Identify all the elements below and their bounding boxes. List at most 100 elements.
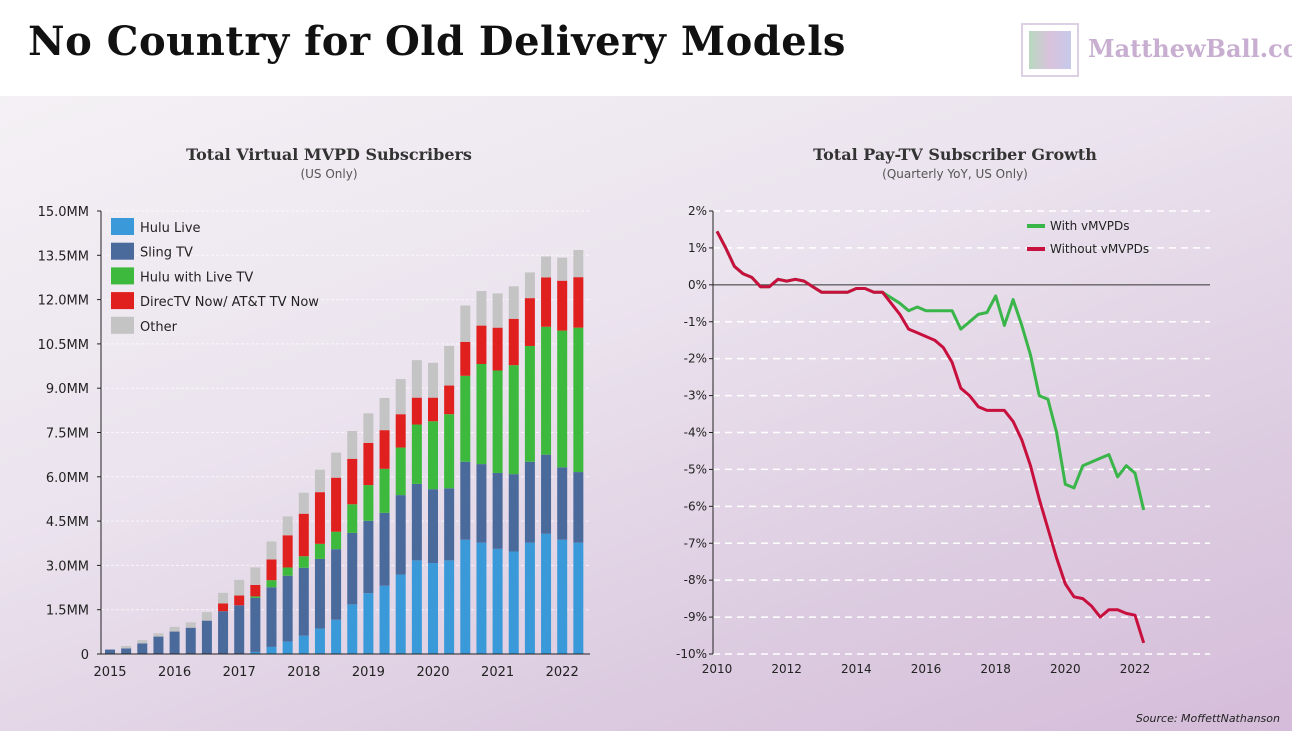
bar-segment: [541, 454, 552, 534]
bar-segment: [363, 520, 374, 594]
bar-segment: [218, 603, 229, 612]
bar-segment: [492, 327, 503, 371]
bar-segment: [379, 397, 390, 431]
bar-segment: [282, 535, 293, 568]
bar-segment: [105, 649, 115, 654]
y-tick-label: -9%: [684, 610, 707, 624]
bar-segment: [137, 643, 148, 654]
bar-segment: [218, 592, 229, 604]
legend-swatch: [111, 292, 134, 310]
bar-segment: [169, 626, 180, 632]
bar-segment: [298, 492, 309, 514]
y-tick-label: -10%: [676, 647, 707, 661]
x-tick-label: 2018: [980, 662, 1011, 676]
y-tick-label: 9.0MM: [46, 382, 89, 397]
x-tick-label: 2014: [841, 662, 872, 676]
legend-swatch: [111, 242, 134, 260]
legend-label: With vMVPDs: [1050, 219, 1129, 233]
bar-segment: [492, 370, 503, 473]
bar-segment: [476, 464, 487, 543]
bar-segment: [298, 567, 309, 636]
without-vmvpds-line: [715, 230, 1146, 644]
bar-segment: [379, 430, 390, 469]
bar-segment: [266, 541, 277, 560]
bar-segment: [169, 631, 180, 654]
legend-label: Without vMVPDs: [1050, 242, 1149, 256]
bar-segment: [250, 596, 261, 598]
y-tick-label: -7%: [684, 536, 707, 550]
bar-segment: [541, 256, 552, 278]
bar-segment: [314, 543, 325, 559]
bar-segment: [428, 563, 438, 654]
legend-swatch: [111, 316, 134, 334]
bar-segment: [541, 277, 552, 327]
bar-segment: [379, 512, 390, 586]
y-tick-label: 1%: [688, 241, 707, 255]
bar-segment: [541, 533, 552, 654]
bar-segment: [266, 559, 277, 581]
bar-segment: [444, 414, 455, 489]
x-tick-label: 2021: [481, 665, 514, 680]
x-tick-label: 2018: [287, 665, 320, 680]
logo-text: MatthewBall.co: [1088, 34, 1292, 63]
y-tick-label: -5%: [684, 462, 707, 476]
legend-label: Other: [140, 320, 178, 335]
bar-segment: [460, 375, 471, 462]
bar-segment: [524, 461, 535, 543]
bar-segment: [153, 633, 164, 637]
bar-segment: [573, 249, 584, 278]
bar-segment: [444, 560, 455, 654]
bar-segment: [557, 467, 568, 540]
bar-segment: [234, 579, 245, 596]
bar-segment: [250, 567, 261, 585]
bar-segment: [395, 574, 406, 654]
bar-segment: [250, 584, 261, 597]
legend-swatch: [111, 267, 134, 285]
bar-segment: [444, 488, 455, 561]
bar-segment: [395, 379, 406, 415]
bar-segment: [395, 495, 406, 575]
bar-segment: [476, 363, 487, 465]
bar-segment: [331, 531, 342, 550]
bar-segment: [411, 424, 422, 484]
bar-segment: [524, 542, 535, 654]
x-tick-label: 2016: [158, 665, 191, 680]
y-tick-label: -6%: [684, 499, 707, 513]
bar-segment: [266, 587, 277, 647]
bar-segment: [347, 504, 358, 533]
chart-subtitle: (US Only): [300, 167, 357, 181]
y-tick-label: 12.0MM: [38, 294, 89, 309]
bar-segment: [411, 483, 422, 561]
bar-segment: [121, 646, 132, 649]
bar-segment: [379, 585, 390, 654]
bar-segment: [363, 413, 374, 443]
bar-segment: [121, 648, 132, 654]
bar-segment: [185, 627, 196, 654]
x-tick-label: 2020: [1050, 662, 1081, 676]
bar-segment: [282, 575, 293, 642]
bar-segment: [460, 305, 471, 342]
logo-icon: [1021, 23, 1079, 77]
x-tick-label: 2010: [702, 662, 733, 676]
y-tick-label: -3%: [684, 389, 707, 403]
legend-label: DirecTV Now/ AT&T TV Now: [140, 295, 319, 310]
bar-segment: [314, 628, 325, 654]
bar-segment: [347, 458, 358, 505]
legend-label: Sling TV: [140, 246, 193, 261]
bar-segment: [363, 593, 374, 654]
legend-swatch: [111, 218, 134, 235]
bar-segment: [460, 461, 471, 540]
chart-panel: [0, 96, 1292, 731]
bar-segment: [428, 489, 438, 564]
bar-segment: [153, 636, 164, 654]
y-tick-label: -2%: [684, 352, 707, 366]
bar-segment: [460, 539, 471, 654]
bar-segment: [298, 556, 309, 568]
bar-segment: [476, 291, 487, 326]
bar-segment: [250, 651, 261, 654]
y-tick-label: 0%: [688, 278, 707, 292]
y-tick-label: 4.5MM: [46, 515, 89, 530]
chart-subtitle: (Quarterly YoY, US Only): [882, 167, 1028, 181]
y-tick-label: 15.0MM: [38, 205, 89, 220]
